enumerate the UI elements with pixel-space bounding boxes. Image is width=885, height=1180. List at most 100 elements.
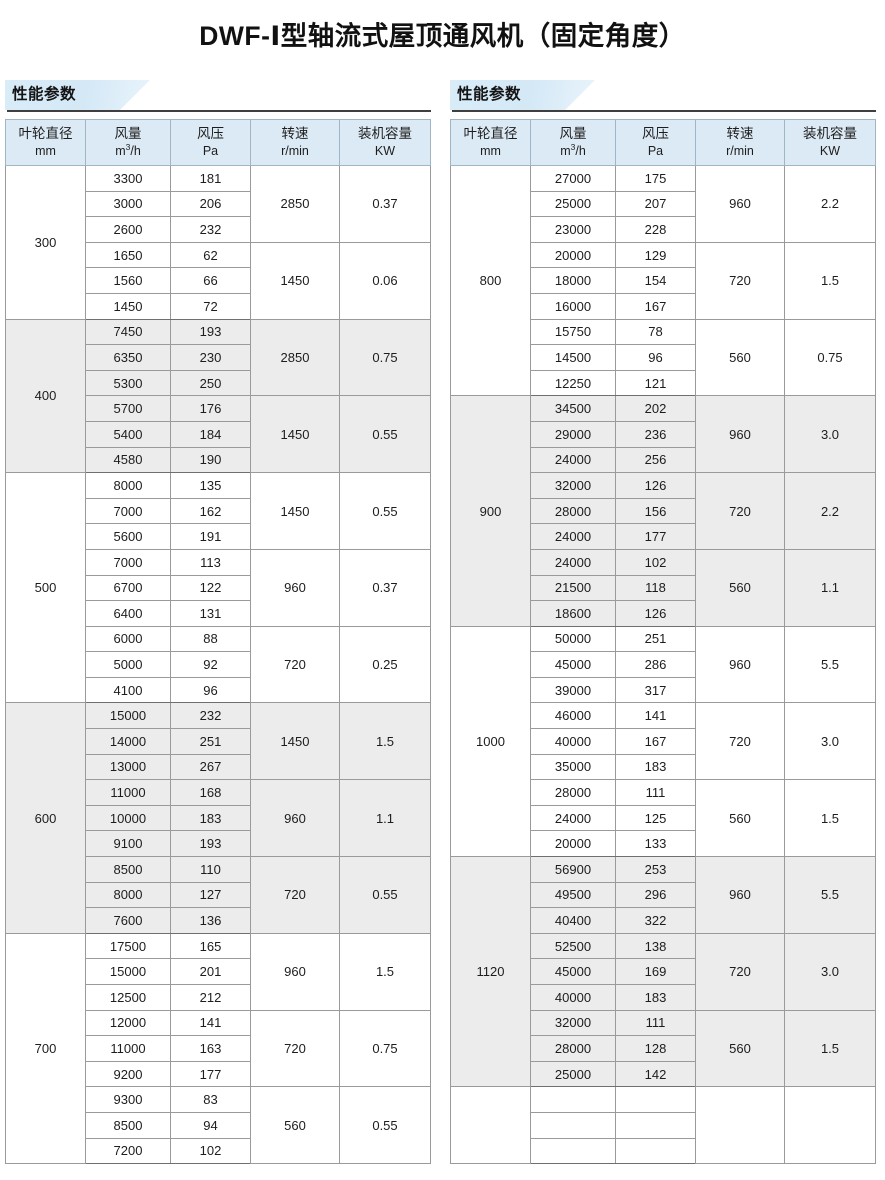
cell-speed: 960: [695, 625, 785, 704]
cell-airflow: 12000: [85, 1009, 171, 1037]
cell-pressure: 78: [615, 318, 696, 346]
cell-speed: 1450: [250, 472, 340, 550]
section-banner-label-right: 性能参数: [457, 86, 522, 103]
table-row: 40400 322: [451, 907, 876, 934]
table-row: 13000 267: [6, 753, 431, 781]
table-row: 28000 111 560 1.5: [451, 779, 876, 858]
cell-pressure: 102: [615, 548, 696, 576]
table-row: 52500 138 720 3.0: [451, 932, 876, 1011]
cell-pressure: [615, 1111, 696, 1139]
cell-pressure: 142: [615, 1060, 696, 1088]
cell-pressure: 165: [170, 932, 251, 960]
table-row: 7200 102: [6, 1137, 431, 1165]
cell-pressure: 176: [170, 395, 251, 422]
table-group-300: 300 3300 181 2850 0.37 3000 206 2600 232 1650 62 14…: [5, 165, 431, 320]
cell-speed: 960: [695, 856, 785, 934]
col-header-pressure: 风压 Pa: [615, 119, 696, 166]
cell-airflow: 1650: [85, 241, 171, 269]
table-row: 9100 193: [6, 830, 431, 858]
cell-pressure: 169: [615, 958, 696, 985]
table-row: 24000 125: [451, 804, 876, 832]
cell-pressure: 125: [615, 804, 696, 832]
table-row: 600 15000 232 1450 1.5: [5, 702, 431, 934]
cell-speed: 720: [250, 1009, 340, 1088]
cell-pressure: 251: [170, 728, 251, 755]
table-row: 21500 118: [451, 574, 876, 602]
cell-pressure: [615, 1137, 696, 1165]
cell-airflow: 10000: [85, 804, 171, 832]
cell-airflow: 6700: [85, 574, 171, 602]
cell-airflow: 15000: [85, 702, 171, 730]
cell-airflow: 17500: [85, 932, 171, 960]
cell-speed: 720: [695, 241, 785, 320]
cell-power: 1.5: [784, 779, 876, 858]
cell-airflow: 25000: [530, 190, 616, 218]
cell-airflow: 52500: [530, 932, 616, 960]
cell-airflow: 1450: [85, 292, 171, 320]
table-head-right: 叶轮直径 mm 风量 m3/h 风压 Pa 转速: [450, 119, 876, 166]
cell-pressure: 201: [170, 958, 251, 985]
table-row: 6000 88 720 0.25: [6, 625, 431, 704]
table-row: 7000 113 960 0.37: [6, 548, 431, 627]
table-row: 28000 156: [451, 497, 876, 525]
cell-pressure: 181: [170, 165, 251, 192]
table-row: 1450 72: [6, 292, 431, 320]
cell-airflow: 28000: [530, 1035, 616, 1062]
cell-pressure: 126: [615, 600, 696, 627]
cell-speed: 1450: [250, 702, 340, 781]
cell-airflow: 20000: [530, 830, 616, 858]
cell-speed: 560: [695, 548, 785, 627]
cell-airflow: 6350: [85, 344, 171, 371]
cell-pressure: 113: [170, 548, 251, 576]
cell-power: 5.5: [784, 625, 876, 704]
table-row: 10000 183: [6, 804, 431, 832]
cell-airflow: 24000: [530, 523, 616, 550]
cell-pressure: 94: [170, 1111, 251, 1139]
table-group-700: 700 17500 165 960 1.5 15000 201 12500 212 12000 14…: [5, 932, 431, 1165]
cell-airflow: 40000: [530, 728, 616, 755]
table-row: 500 8000 135 1450 0.55: [5, 472, 431, 704]
cell-airflow: 3300: [85, 165, 171, 192]
cell-airflow: 27000: [530, 165, 616, 192]
cell-airflow: 34500: [530, 395, 616, 422]
cell-power: 1.5: [784, 241, 876, 320]
cell-speed: 720: [250, 625, 340, 704]
table-row: 15000 201: [6, 958, 431, 985]
cell-pressure: 66: [170, 267, 251, 294]
cell-pressure: 138: [615, 932, 696, 960]
header-row: 叶轮直径 mm 风量 m3/h 风压 Pa 转速: [450, 119, 876, 166]
cell-pressure: 92: [170, 651, 251, 678]
cell-airflow: 7600: [85, 907, 171, 934]
cell-speed: 560: [250, 1086, 340, 1165]
cell-pressure: 167: [615, 292, 696, 320]
cell-diameter: 400: [5, 318, 86, 474]
table-row: 24000 177: [451, 523, 876, 550]
table-row: 700 17500 165 960 1.5: [5, 932, 431, 1165]
table-row: 32000 126 720 2.2: [451, 472, 876, 550]
table-group-600: 600 15000 232 1450 1.5 14000 251 13000 267 11000 1…: [5, 702, 431, 934]
table-row: 28000 128: [451, 1035, 876, 1062]
cell-power: 2.2: [784, 472, 876, 550]
cell-speed: 720: [250, 856, 340, 934]
table-group-800: 800 27000 175 960 2.2 25000 207 23000 228 20000 12…: [450, 164, 876, 397]
cell-speed: 560: [695, 779, 785, 858]
cell-pressure: 133: [615, 830, 696, 858]
cell-airflow: 40000: [530, 984, 616, 1011]
cell-pressure: 256: [615, 446, 696, 474]
cell-airflow: 6400: [85, 600, 171, 627]
table-row: 49500 296: [451, 881, 876, 909]
cell-airflow: [530, 1137, 616, 1165]
cell-airflow: 6000: [85, 625, 171, 653]
table-row: 15750 78 560 0.75: [451, 318, 876, 397]
col-header-diameter: 叶轮直径 mm: [5, 119, 86, 166]
cell-airflow: 11000: [85, 1035, 171, 1062]
cell-speed: 960: [695, 395, 785, 474]
table-row: [451, 1111, 876, 1139]
cell-pressure: 141: [615, 702, 696, 730]
cell-pressure: 183: [615, 984, 696, 1011]
cell-pressure: 183: [615, 753, 696, 781]
cell-airflow: 3000: [85, 190, 171, 218]
cell-airflow: 1560: [85, 267, 171, 294]
cell-airflow: 45000: [530, 651, 616, 678]
cell-speed: 960: [250, 932, 340, 1011]
